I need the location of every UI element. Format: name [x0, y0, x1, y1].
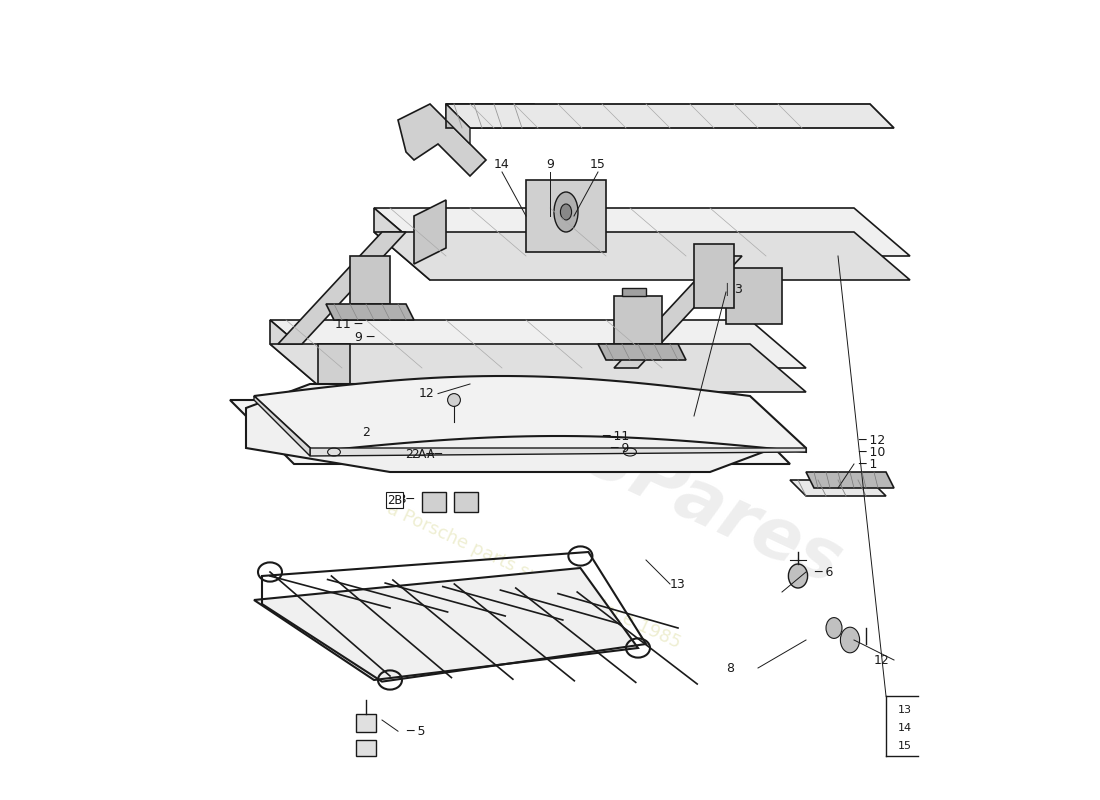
Text: 14: 14	[898, 723, 912, 733]
Text: ─ 5: ─ 5	[406, 725, 426, 738]
Text: ─ 9: ─ 9	[610, 442, 629, 454]
Polygon shape	[270, 320, 326, 392]
Text: ─ 6: ─ 6	[814, 566, 834, 578]
Text: 14: 14	[494, 158, 510, 170]
Polygon shape	[254, 568, 638, 680]
Text: 9: 9	[546, 158, 554, 170]
Polygon shape	[414, 200, 446, 264]
Polygon shape	[694, 244, 734, 308]
Polygon shape	[598, 344, 686, 360]
Text: 8: 8	[726, 662, 734, 674]
Text: 2 A─: 2 A─	[406, 448, 434, 461]
Text: 9 ─: 9 ─	[354, 331, 374, 344]
Polygon shape	[374, 208, 910, 256]
Polygon shape	[446, 104, 534, 128]
Ellipse shape	[560, 204, 572, 220]
Ellipse shape	[448, 394, 461, 406]
Polygon shape	[806, 472, 894, 488]
Polygon shape	[310, 448, 806, 456]
Polygon shape	[374, 232, 910, 280]
Text: euROSPares: euROSPares	[375, 328, 852, 600]
Polygon shape	[270, 320, 806, 368]
Polygon shape	[621, 288, 646, 296]
Polygon shape	[446, 104, 894, 128]
Text: ─ 12: ─ 12	[858, 434, 886, 446]
Polygon shape	[726, 268, 782, 324]
Text: 2B: 2B	[387, 494, 402, 506]
Polygon shape	[790, 480, 886, 496]
Ellipse shape	[826, 618, 842, 638]
Text: ─ 1: ─ 1	[858, 458, 878, 470]
Text: │: │	[723, 283, 729, 296]
Text: 12: 12	[418, 387, 434, 400]
Bar	[356, 714, 375, 732]
Polygon shape	[254, 376, 806, 452]
Polygon shape	[246, 384, 774, 472]
Text: ─ 11: ─ 11	[602, 430, 629, 442]
Text: ─ 10: ─ 10	[858, 446, 886, 458]
Polygon shape	[614, 256, 742, 368]
Polygon shape	[230, 400, 790, 464]
Polygon shape	[446, 104, 470, 144]
Text: 13: 13	[898, 705, 912, 714]
Polygon shape	[254, 396, 310, 456]
Text: a Porsche parts supplier since 1985: a Porsche parts supplier since 1985	[384, 500, 684, 652]
Ellipse shape	[554, 192, 578, 232]
Polygon shape	[310, 400, 374, 432]
Polygon shape	[350, 256, 390, 304]
Text: 13: 13	[670, 578, 685, 590]
Ellipse shape	[840, 627, 859, 653]
Polygon shape	[398, 104, 486, 176]
Polygon shape	[270, 344, 806, 392]
Polygon shape	[326, 304, 414, 320]
Text: 15: 15	[590, 158, 606, 170]
Text: 12: 12	[874, 654, 890, 666]
Polygon shape	[318, 344, 350, 400]
Text: 2 A─: 2 A─	[412, 448, 442, 461]
Polygon shape	[278, 232, 406, 344]
Text: 15: 15	[898, 742, 912, 751]
Polygon shape	[374, 208, 430, 280]
Text: 2B─: 2B─	[390, 493, 414, 506]
Polygon shape	[526, 180, 606, 252]
Polygon shape	[422, 492, 446, 512]
Text: 11 ─: 11 ─	[334, 318, 362, 330]
Ellipse shape	[789, 564, 807, 588]
Text: 2: 2	[362, 426, 370, 438]
Polygon shape	[454, 492, 478, 512]
Text: 3: 3	[734, 283, 741, 296]
Polygon shape	[614, 296, 662, 344]
Bar	[356, 740, 375, 756]
